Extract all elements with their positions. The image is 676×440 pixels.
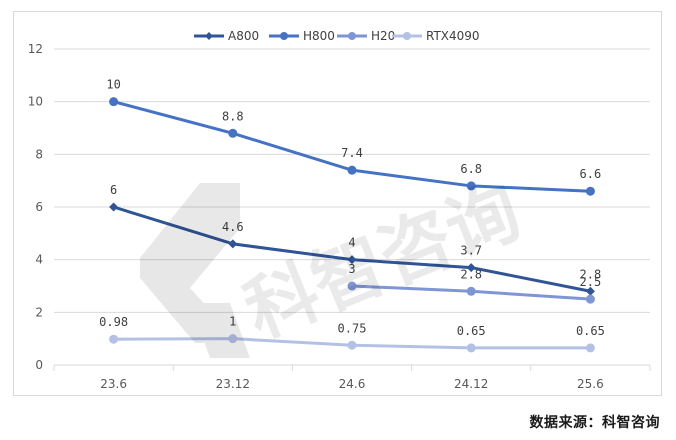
- data-point-h20: [347, 281, 357, 291]
- y-tick-label: 12: [28, 42, 43, 56]
- data-label: 7.4: [341, 146, 363, 160]
- legend-marker-h20: [348, 32, 356, 40]
- y-tick-label: 2: [35, 305, 43, 319]
- y-tick-label: 10: [28, 95, 43, 109]
- legend-label: H20: [371, 29, 395, 43]
- data-label: 8.8: [222, 109, 244, 123]
- data-label: 0.75: [338, 321, 367, 335]
- legend-label: A800: [228, 29, 259, 43]
- data-point-a800: [228, 239, 238, 249]
- line-chart: 0 2 4 6 8 10 12 23.6 23.12 24.6 24.12 25.6 6 4.6 4 3.7 2…: [28, 29, 651, 391]
- source-note: 数据来源：科智咨询: [529, 415, 660, 431]
- data-point-h800: [466, 181, 476, 191]
- data-point-rtx4090: [466, 343, 476, 353]
- data-label: 6: [110, 183, 117, 197]
- chart-frame: 0 2 4 6 8 10 12 23.6 23.12 24.6 24.12 25.6 6 4.6 4 3.7 2…: [13, 11, 662, 396]
- data-point-rtx4090: [585, 343, 595, 353]
- data-point-a800: [109, 202, 119, 212]
- data-point-h800: [109, 97, 119, 107]
- data-point-h800: [585, 186, 595, 196]
- data-point-h800: [347, 165, 357, 175]
- data-label: 0.65: [457, 324, 486, 338]
- x-tick-label: 25.6: [577, 377, 604, 391]
- x-tick-label: 24.12: [454, 377, 488, 391]
- data-label: 2.8: [580, 267, 602, 281]
- data-point-a800: [347, 255, 357, 265]
- data-label: 4.6: [222, 220, 244, 234]
- data-point-rtx4090: [228, 334, 238, 344]
- x-tick-label: 23.12: [216, 377, 250, 391]
- data-label: 6.8: [460, 162, 482, 176]
- data-point-rtx4090: [109, 334, 119, 344]
- data-label: 6.6: [580, 167, 602, 181]
- data-label: 1: [229, 315, 236, 329]
- data-label: 3: [348, 262, 355, 276]
- data-point-h20: [585, 294, 595, 304]
- y-tick-label: 8: [35, 147, 43, 161]
- x-tick-label: 23.6: [100, 377, 127, 391]
- data-label: 10: [106, 78, 120, 92]
- x-tick-label: 24.6: [339, 377, 366, 391]
- legend-marker-rtx4090: [403, 32, 411, 40]
- y-tick-label: 6: [35, 200, 43, 214]
- legend-marker-h800: [280, 32, 288, 40]
- data-point-h800: [228, 128, 238, 138]
- data-point-a800: [466, 263, 476, 273]
- data-label: 3.7: [460, 244, 482, 258]
- data-label: 2.5: [580, 275, 602, 289]
- data-label: 0.65: [576, 324, 605, 338]
- data-point-a800: [585, 286, 595, 296]
- y-tick-label: 0: [35, 358, 43, 372]
- y-tick-label: 4: [35, 253, 43, 267]
- data-label: 2.8: [460, 267, 482, 281]
- data-label: 4: [348, 236, 355, 250]
- data-point-rtx4090: [347, 340, 357, 350]
- legend-marker-a800: [205, 32, 213, 40]
- data-label: 0.98: [99, 315, 128, 329]
- legend-label: RTX4090: [426, 29, 480, 43]
- data-point-h20: [466, 286, 476, 296]
- legend-label: H800: [303, 29, 335, 43]
